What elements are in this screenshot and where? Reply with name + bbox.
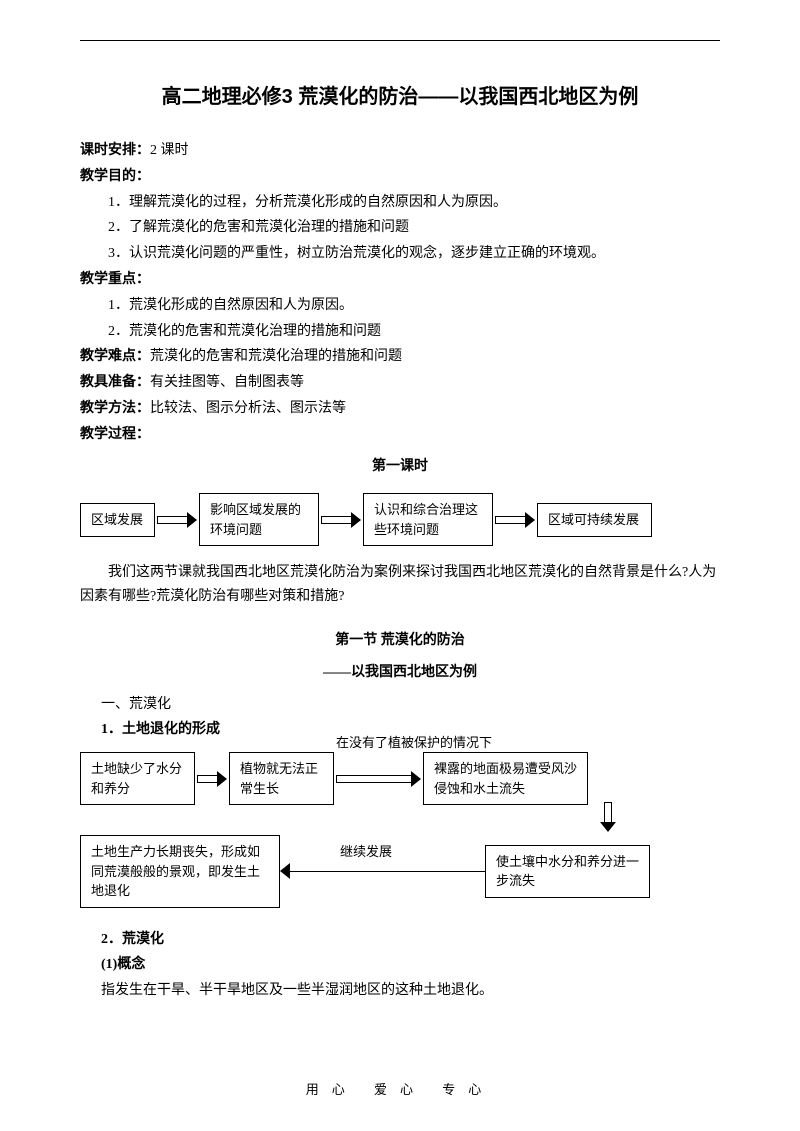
arrow-right-icon — [495, 512, 535, 528]
arrow-right-icon — [321, 512, 361, 528]
objective-1: 1．理解荒漠化的过程，分析荒漠化形成的自然原因和人为原因。 — [80, 191, 720, 215]
flow2-label1: 在没有了植被保护的情况下 — [336, 735, 456, 752]
flow2-row2: 土地生产力长期丧失，形成如同荒漠般般的景观，即发生土地退化 继续发展 使土壤中水… — [80, 835, 720, 908]
flow2-box2: 植物就无法正常生长 — [229, 752, 334, 805]
flow2-box-left: 土地生产力长期丧失，形成如同荒漠般般的景观，即发生土地退化 — [80, 835, 280, 908]
page-footer: 用心 爱心 专心 — [0, 1079, 800, 1101]
flow1-box4: 区域可持续发展 — [537, 503, 652, 537]
flow2-box-right: 使土壤中水分和养分进一步流失 — [485, 845, 650, 898]
flow2-box1: 土地缺少了水分和养分 — [80, 752, 195, 805]
flow2-row1: 土地缺少了水分和养分 植物就无法正常生长 在没有了植被保护的情况下 裸露的地面极… — [80, 752, 720, 805]
arrow-right-icon — [336, 771, 421, 787]
paragraph-1: 我们这两节课就我国西北地区荒漠化防治为案例来探讨我国西北地区荒漠化的自然背景是什… — [80, 561, 720, 609]
schedule-label: 课时安排： — [80, 143, 150, 158]
flow1-box2: 影响区域发展的环境问题 — [199, 493, 319, 546]
difficulty-value: 荒漠化的危害和荒漠化治理的措施和问题 — [150, 349, 402, 364]
section-heading-1: 第一节 荒漠化的防治 — [80, 629, 720, 653]
arrow-down-icon — [600, 802, 616, 832]
process-label: 教学过程： — [80, 423, 720, 447]
outline-h1: 一、荒漠化 — [80, 693, 720, 717]
outline-h3: 2．荒漠化 — [80, 928, 720, 952]
flow2-box3: 裸露的地面极易遭受风沙侵蚀和水土流失 — [423, 752, 588, 805]
schedule: 课时安排：2 课时 — [80, 139, 720, 163]
flowchart-1: 区域发展 影响区域发展的环境问题 认识和综合治理这些环境问题 区域可持续发展 — [80, 493, 720, 546]
method-value: 比较法、图示分析法、图示法等 — [150, 401, 346, 416]
schedule-value: 2 课时 — [150, 143, 189, 158]
keypoint-label: 教学重点： — [80, 268, 720, 292]
keypoint-2: 2．荒漠化的危害和荒漠化治理的措施和问题 — [80, 320, 720, 344]
lesson1-heading: 第一课时 — [80, 455, 720, 479]
objective-label: 教学目的： — [80, 165, 720, 189]
keypoint-1: 1．荒漠化形成的自然原因和人为原因。 — [80, 294, 720, 318]
tools-label: 教具准备： — [80, 375, 150, 390]
objective-3: 3．认识荒漠化问题的严重性，树立防治荒漠化的观念，逐步建立正确的环境观。 — [80, 242, 720, 266]
arrow-left-icon — [280, 863, 485, 879]
arrow-right-icon — [197, 771, 227, 787]
page-title: 高二地理必修3 荒漠化的防治——以我国西北地区为例 — [80, 80, 720, 114]
difficulty: 教学难点：荒漠化的危害和荒漠化治理的措施和问题 — [80, 345, 720, 369]
objective-2: 2．了解荒漠化的危害和荒漠化治理的措施和问题 — [80, 216, 720, 240]
section-heading-2: ——以我国西北地区为例 — [80, 661, 720, 685]
tools: 教具准备：有关挂图等、自制图表等 — [80, 371, 720, 395]
outline-h4: (1)概念 — [80, 953, 720, 977]
tools-value: 有关挂图等、自制图表等 — [150, 375, 304, 390]
method: 教学方法：比较法、图示分析法、图示法等 — [80, 397, 720, 421]
concept-text: 指发生在干旱、半干旱地区及一些半湿润地区的这种土地退化。 — [80, 979, 720, 1003]
flow2-label2: 继续发展 — [340, 841, 392, 863]
arrow-right-icon — [157, 512, 197, 528]
flow1-box3: 认识和综合治理这些环境问题 — [363, 493, 493, 546]
difficulty-label: 教学难点： — [80, 349, 150, 364]
flowchart-2: 土地缺少了水分和养分 植物就无法正常生长 在没有了植被保护的情况下 裸露的地面极… — [80, 752, 720, 908]
flow1-box1: 区域发展 — [80, 503, 155, 537]
header-rule — [80, 40, 720, 41]
method-label: 教学方法： — [80, 401, 150, 416]
